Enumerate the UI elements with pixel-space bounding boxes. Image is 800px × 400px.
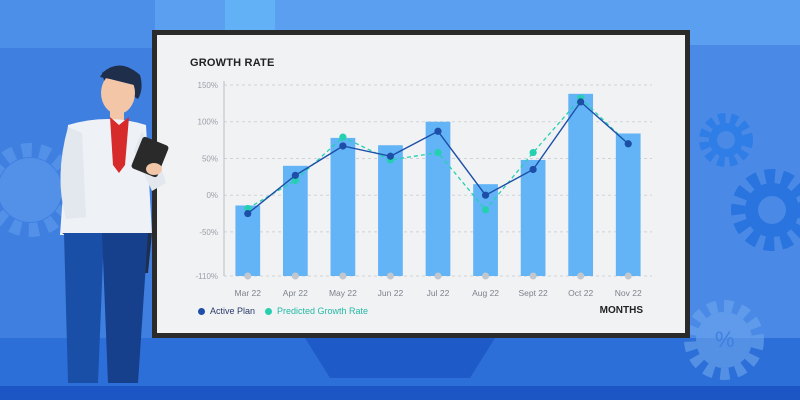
x-tick-label: Jun 22 (378, 288, 404, 298)
percent-icon: % (715, 327, 735, 352)
y-tick-label: -110% (195, 272, 218, 281)
y-tick-label: -50% (199, 228, 218, 237)
x-tick-label: Jul 22 (427, 288, 450, 298)
point-predicted-growth-rate (339, 133, 347, 141)
x-tick-label: Apr 22 (283, 288, 308, 298)
gear-icon (731, 169, 800, 251)
x-tick-label: Aug 22 (472, 288, 499, 298)
legend-marker (265, 307, 272, 315)
x-tick-label: Oct 22 (568, 288, 593, 298)
bar (425, 121, 451, 276)
x-tick-marker (529, 272, 537, 280)
legend-predicted-growth: Predicted Growth Rate (265, 306, 368, 316)
legend-label: Active Plan (210, 306, 256, 316)
point-predicted-growth-rate (291, 176, 299, 185)
y-tick-label: 0% (206, 191, 218, 200)
bar (330, 137, 356, 276)
point-active-plan (529, 165, 537, 174)
chart-title: GROWTH RATE (190, 57, 275, 69)
x-tick-marker (624, 272, 632, 280)
presentation-board: GROWTH RATE 150% 100% 50% 0% -50% -110% Mar 22… (152, 30, 690, 338)
x-tick-marker (244, 272, 252, 280)
point-predicted-growth-rate (434, 148, 442, 157)
point-predicted-growth-rate (481, 206, 490, 214)
bar (520, 159, 546, 276)
point-predicted-growth-rate (529, 148, 537, 157)
legend-marker (198, 307, 205, 315)
chart-plot: 150% 100% 50% 0% -50% -110% Mar 22 Apr 22 May 22… (195, 81, 652, 298)
bar (568, 93, 594, 276)
x-tick-label: May 22 (329, 288, 357, 298)
point-active-plan (481, 191, 490, 199)
legend-active-plan: Active Plan (198, 306, 255, 316)
x-tick-marker (291, 272, 299, 280)
x-tick-marker (434, 272, 442, 280)
chart-card: GROWTH RATE 150% 100% 50% 0% -50% -110% Mar 22… (157, 35, 685, 333)
x-tick-marker (577, 272, 585, 280)
y-tick-label: 150% (198, 81, 218, 90)
bar (235, 205, 261, 276)
x-tick-marker (482, 272, 490, 280)
x-axis-title: MONTHS (599, 305, 643, 316)
point-active-plan (624, 140, 632, 148)
point-active-plan (577, 98, 585, 106)
y-tick-label: 100% (198, 118, 218, 127)
bar (378, 145, 403, 276)
x-tick-marker (339, 272, 347, 280)
point-predicted-growth-rate (244, 204, 252, 213)
bar (282, 165, 308, 276)
y-tick-label: 50% (202, 154, 218, 163)
bar (615, 133, 641, 276)
x-tick-label: Nov 22 (615, 288, 642, 298)
person (60, 65, 169, 383)
presenter-illustration (60, 65, 169, 383)
x-tick-label: Mar 22 (235, 288, 262, 298)
legend-label: Predicted Growth Rate (277, 306, 369, 316)
x-tick-marker (386, 272, 394, 280)
point-active-plan (386, 152, 395, 160)
gear-icon (699, 113, 753, 167)
background-floor-edge (0, 386, 800, 400)
point-active-plan (244, 209, 252, 218)
gear-icon: % (684, 300, 764, 380)
point-active-plan (291, 171, 299, 179)
point-active-plan (434, 127, 442, 135)
point-active-plan (339, 142, 347, 150)
board-stand (305, 338, 495, 378)
x-tick-label: Sept 22 (518, 288, 548, 298)
